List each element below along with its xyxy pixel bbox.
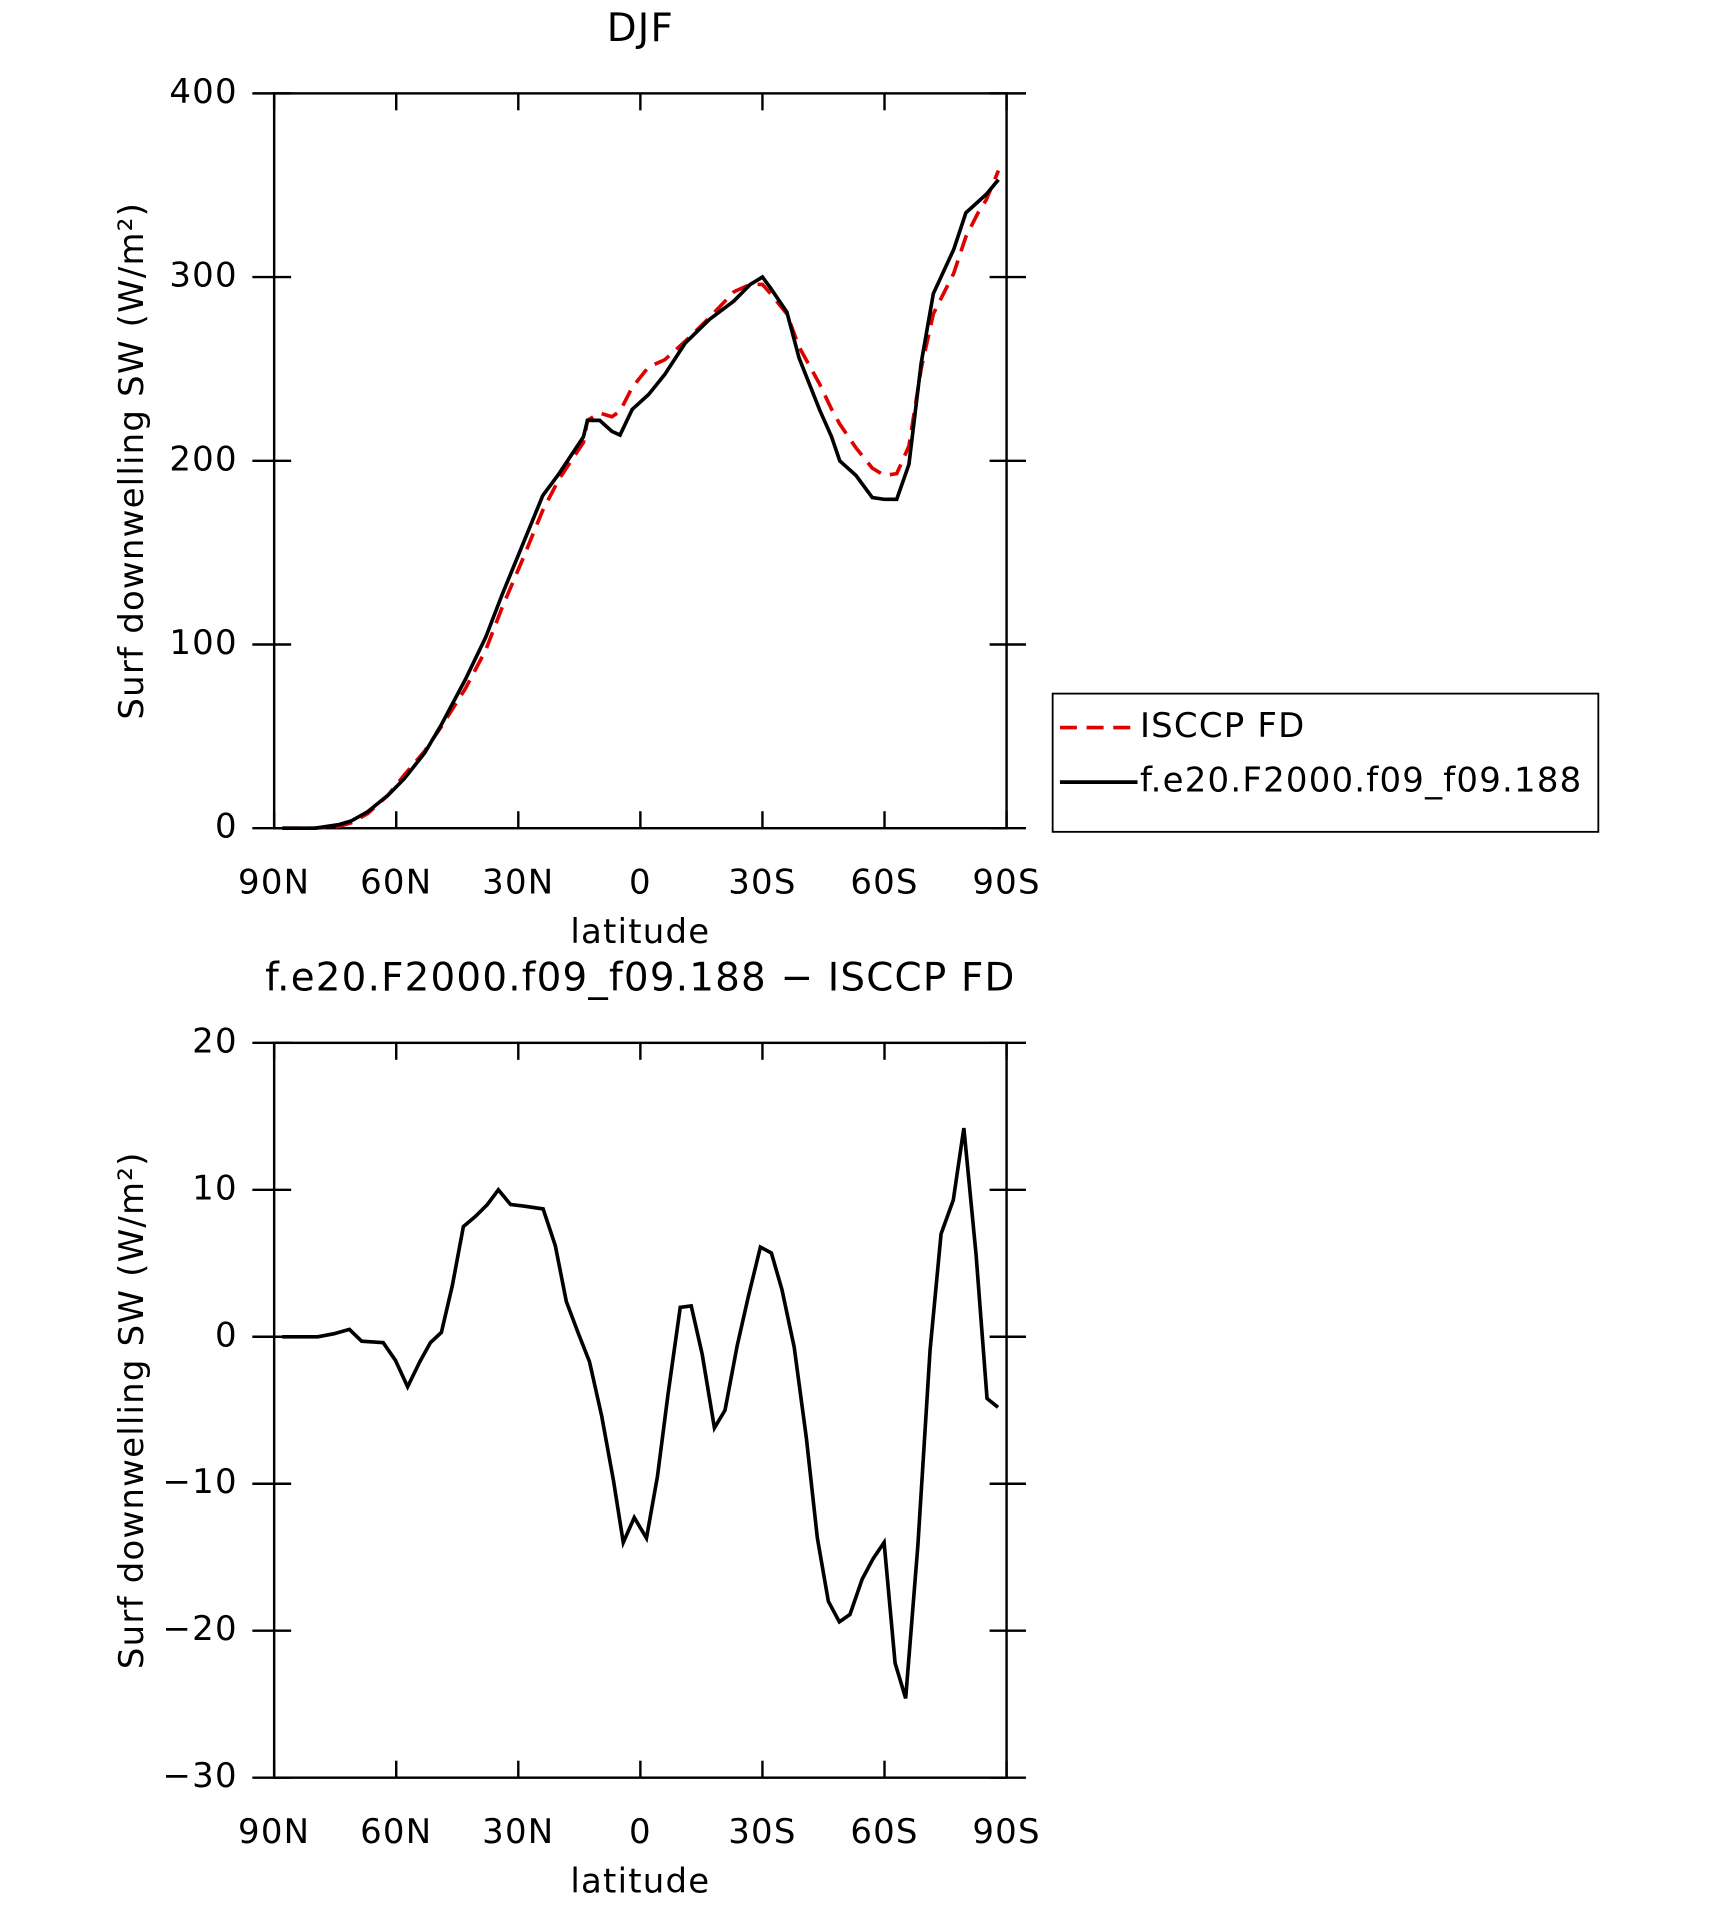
y-axis-label: Surf downwelling SW (W/m²) bbox=[112, 202, 152, 720]
x-tick-label: 0 bbox=[629, 862, 652, 902]
x-tick-label: 90S bbox=[972, 862, 1040, 902]
x-tick-label: 60S bbox=[850, 862, 918, 902]
x-tick-label: 90N bbox=[238, 1812, 310, 1852]
y-tick-label: −20 bbox=[163, 1609, 238, 1649]
y-tick-label: 200 bbox=[169, 439, 237, 479]
x-axis-label: latitude bbox=[570, 1862, 710, 1902]
y-tick-label: 400 bbox=[169, 72, 237, 112]
y-axis-label: Surf downwelling SW (W/m²) bbox=[112, 1151, 152, 1669]
legend-label: ISCCP FD bbox=[1140, 706, 1306, 746]
y-tick-label: 20 bbox=[192, 1021, 238, 1061]
x-tick-label: 30S bbox=[728, 1812, 796, 1852]
data-line bbox=[282, 178, 1000, 831]
x-tick-label: 30N bbox=[482, 1812, 554, 1852]
x-tick-label: 60N bbox=[360, 862, 432, 902]
data-line bbox=[282, 1127, 1000, 1699]
y-tick-label: 100 bbox=[169, 623, 237, 663]
x-axis-label: latitude bbox=[570, 912, 710, 952]
y-tick-label: 0 bbox=[215, 1315, 238, 1355]
chart-title: f.e20.F2000.f09_f09.188 − ISCCP FD bbox=[265, 955, 1016, 1000]
y-tick-label: 0 bbox=[215, 807, 238, 847]
legend-box bbox=[1051, 692, 1600, 833]
x-tick-label: 30N bbox=[482, 862, 554, 902]
y-tick-label: 10 bbox=[192, 1168, 238, 1208]
x-tick-label: 30S bbox=[728, 862, 796, 902]
plot-frame bbox=[272, 92, 1008, 830]
y-tick-label: −30 bbox=[163, 1756, 238, 1796]
plot-frame bbox=[272, 1041, 1008, 1779]
y-tick-label: 300 bbox=[169, 256, 237, 296]
x-tick-label: 90S bbox=[972, 1812, 1040, 1852]
chart-title: DJF bbox=[607, 6, 674, 51]
y-tick-label: −10 bbox=[163, 1462, 238, 1502]
x-tick-label: 90N bbox=[238, 862, 310, 902]
x-tick-label: 0 bbox=[629, 1812, 652, 1852]
x-tick-label: 60N bbox=[360, 1812, 432, 1852]
legend-label: f.e20.F2000.f09_f09.188 bbox=[1140, 761, 1582, 801]
x-tick-label: 60S bbox=[850, 1812, 918, 1852]
